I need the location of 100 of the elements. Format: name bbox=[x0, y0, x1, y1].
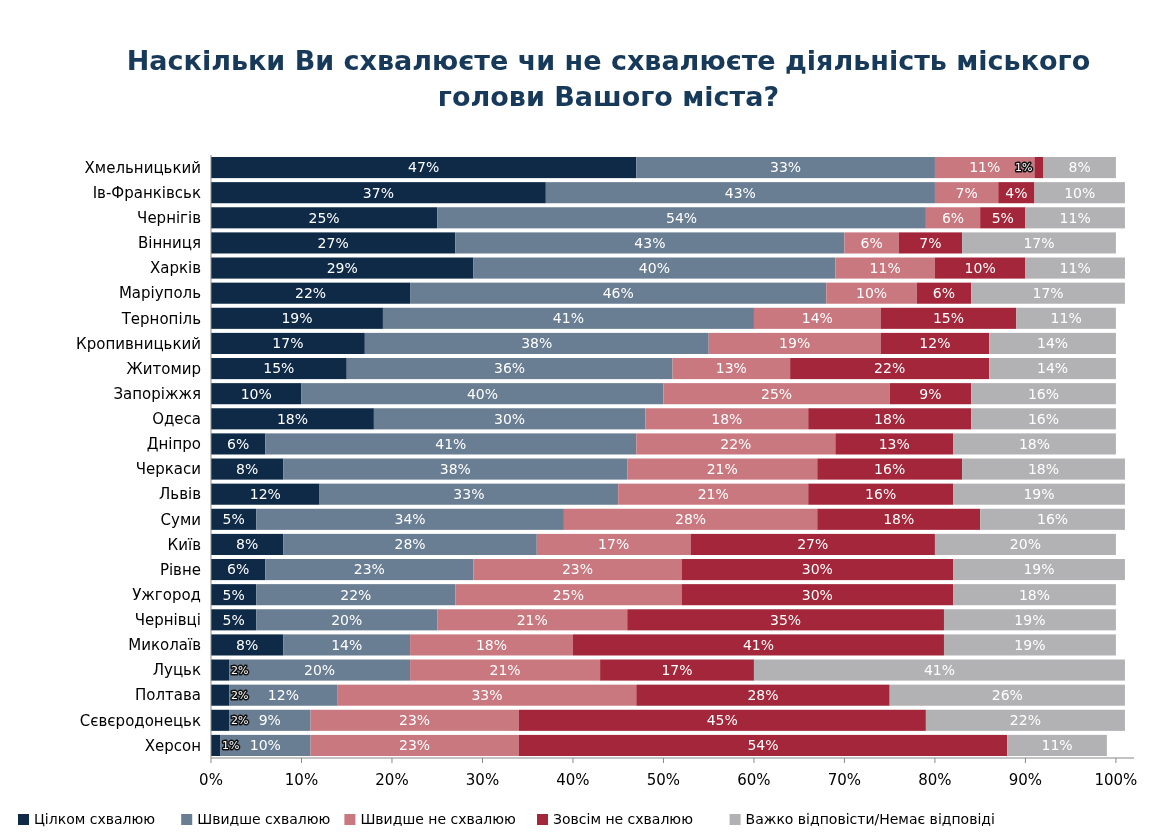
chart-title: Наскільки Ви схвалюєте чи не схвалюєте діяльність міського голови Вашого міста? bbox=[126, 45, 1091, 112]
bar bbox=[636, 684, 890, 706]
bar bbox=[346, 358, 673, 380]
bar bbox=[1007, 734, 1107, 756]
bar bbox=[382, 307, 754, 329]
bar bbox=[943, 634, 1116, 656]
bar bbox=[672, 358, 791, 380]
data-label: 18% bbox=[1018, 435, 1051, 452]
data-label: 13% bbox=[715, 360, 747, 377]
data-label: 8% bbox=[236, 636, 259, 653]
bar bbox=[373, 408, 646, 430]
y-tick-label: Вінниця bbox=[137, 234, 201, 253]
bar bbox=[364, 332, 709, 354]
x-tick-label: 70% bbox=[827, 771, 862, 789]
data-label: 47% bbox=[408, 159, 440, 176]
data-label: 6% bbox=[941, 209, 965, 226]
data-label: 23% bbox=[353, 561, 385, 578]
bar bbox=[211, 157, 637, 179]
bar bbox=[437, 207, 926, 229]
data-label: 41% bbox=[435, 435, 467, 452]
bar bbox=[211, 257, 474, 279]
bar bbox=[889, 684, 1125, 706]
bar bbox=[971, 282, 1125, 304]
data-label: 10% bbox=[856, 285, 888, 302]
bar bbox=[265, 559, 474, 581]
y-tick-label: Суми bbox=[160, 510, 201, 529]
x-tick-label: 30% bbox=[465, 771, 500, 789]
bar bbox=[301, 383, 664, 405]
x-tick-label: 40% bbox=[556, 771, 590, 789]
data-label: 9% bbox=[258, 712, 281, 729]
data-label: 22% bbox=[340, 586, 372, 603]
data-label: 28% bbox=[675, 511, 707, 528]
data-label: 21% bbox=[516, 611, 548, 628]
data-label: 12% bbox=[919, 335, 951, 352]
y-tick-label: Харків bbox=[149, 259, 201, 278]
bar bbox=[925, 709, 1125, 731]
data-label: 27% bbox=[797, 536, 829, 553]
x-tick-label: 90% bbox=[1008, 771, 1043, 789]
data-label: 19% bbox=[779, 335, 811, 352]
bar bbox=[962, 458, 1125, 480]
data-label: 54% bbox=[665, 209, 698, 226]
bar bbox=[835, 257, 935, 279]
data-label: 43% bbox=[724, 184, 756, 201]
data-label: 33% bbox=[453, 486, 485, 503]
bar bbox=[256, 584, 456, 606]
data-label: 11% bbox=[969, 159, 1001, 176]
data-label: 37% bbox=[362, 184, 394, 201]
bar bbox=[256, 609, 438, 631]
bar bbox=[817, 508, 981, 530]
bar bbox=[943, 609, 1116, 631]
data-label: 22% bbox=[1009, 712, 1041, 729]
data-label: 8% bbox=[1068, 159, 1091, 176]
data-label: 36% bbox=[494, 360, 526, 377]
bar bbox=[708, 332, 881, 354]
data-label: 16% bbox=[1037, 511, 1069, 528]
data-label: 4% bbox=[1005, 184, 1028, 201]
data-label: 41% bbox=[742, 636, 775, 653]
bar bbox=[627, 458, 818, 480]
legend-label: Швидше не схвалюю bbox=[360, 811, 517, 827]
y-tick-label: Рівне bbox=[159, 560, 201, 579]
bar bbox=[636, 433, 836, 455]
data-label: 14% bbox=[801, 310, 833, 327]
data-label: 27% bbox=[317, 234, 349, 251]
data-label: 8% bbox=[236, 460, 259, 477]
y-tick-label: Дніпро bbox=[146, 435, 201, 454]
bar bbox=[690, 533, 935, 555]
bar bbox=[455, 232, 845, 254]
bar bbox=[753, 659, 1125, 681]
data-label: 18% bbox=[883, 511, 915, 528]
bar bbox=[753, 307, 881, 329]
bar bbox=[1025, 257, 1125, 279]
data-label: 17% bbox=[598, 536, 630, 553]
y-tick-label: Полтава bbox=[134, 686, 201, 705]
data-label: 40% bbox=[466, 385, 499, 402]
data-label: 41% bbox=[923, 661, 956, 678]
bar bbox=[953, 559, 1125, 581]
data-label: 16% bbox=[874, 460, 906, 477]
data-label: 30% bbox=[801, 561, 833, 578]
bar bbox=[934, 533, 1116, 555]
data-label: 11% bbox=[1059, 209, 1091, 226]
data-label: 7% bbox=[919, 234, 942, 251]
data-label: 11% bbox=[1041, 737, 1073, 754]
bar bbox=[934, 257, 1026, 279]
bar bbox=[953, 483, 1125, 505]
data-label: 19% bbox=[1023, 561, 1055, 578]
bar bbox=[953, 433, 1116, 455]
data-label: 16% bbox=[1027, 410, 1060, 427]
data-label: 2% bbox=[231, 663, 249, 677]
data-label: 5% bbox=[991, 209, 1014, 226]
legend-label: Швидше схвалюю bbox=[197, 811, 331, 827]
bar bbox=[410, 659, 601, 681]
data-label: 20% bbox=[1009, 536, 1041, 553]
data-label: 13% bbox=[878, 435, 910, 452]
data-label: 22% bbox=[720, 435, 752, 452]
bar bbox=[211, 408, 374, 430]
data-label: 19% bbox=[1023, 486, 1055, 503]
bar bbox=[989, 358, 1116, 380]
data-label: 21% bbox=[697, 486, 729, 503]
x-tick-label: 10% bbox=[284, 771, 319, 789]
data-label: 23% bbox=[399, 737, 431, 754]
